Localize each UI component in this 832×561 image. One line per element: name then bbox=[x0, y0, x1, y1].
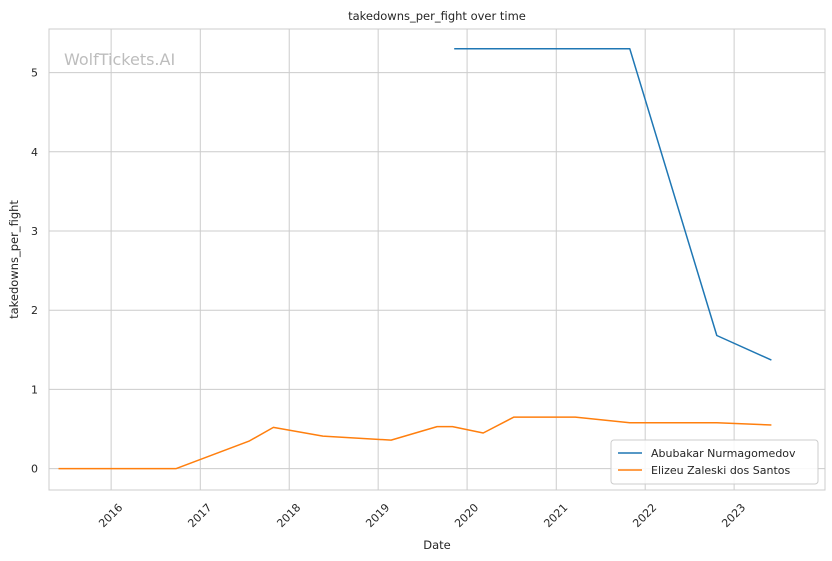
y-tick-label: 4 bbox=[31, 146, 38, 159]
y-tick-label: 2 bbox=[31, 304, 38, 317]
y-ticks: 0 1 2 3 4 5 bbox=[31, 67, 38, 476]
legend-label: Abubakar Nurmagomedov bbox=[651, 447, 796, 460]
y-axis-label: takedowns_per_fight bbox=[7, 200, 21, 319]
grid-lines bbox=[49, 29, 825, 490]
y-tick-label: 3 bbox=[31, 225, 38, 238]
y-tick-label: 5 bbox=[31, 67, 38, 80]
legend: Abubakar Nurmagomedov Elizeu Zaleski dos … bbox=[610, 439, 819, 485]
legend-box bbox=[610, 439, 819, 485]
series-line-2 bbox=[58, 416, 772, 470]
y-tick-label: 1 bbox=[31, 383, 38, 396]
legend-label: Elizeu Zaleski dos Santos bbox=[651, 464, 791, 477]
plot-frame bbox=[48, 28, 826, 491]
y-tick-label: 0 bbox=[31, 463, 38, 476]
series-lines bbox=[58, 48, 772, 470]
chart-title: takedowns_per_fight over time bbox=[348, 9, 526, 23]
series-line-1 bbox=[454, 48, 772, 361]
x-axis-label: Date bbox=[423, 538, 451, 552]
watermark: WolfTickets.AI bbox=[64, 50, 175, 69]
